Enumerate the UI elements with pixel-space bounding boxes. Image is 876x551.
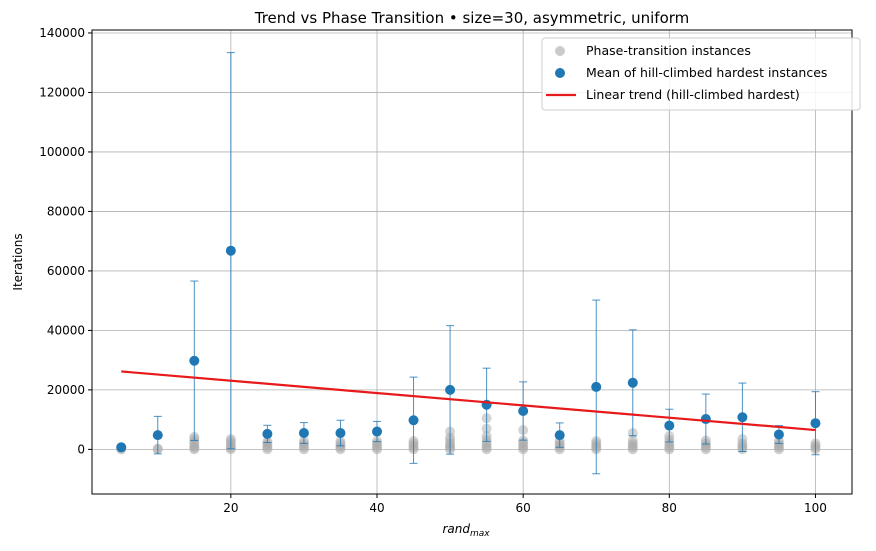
mean-point xyxy=(372,426,382,437)
mean-point xyxy=(554,430,565,441)
mean-point xyxy=(700,414,711,425)
mean-point xyxy=(737,412,748,423)
y-tick-label: 40000 xyxy=(47,323,85,337)
mean-point xyxy=(591,381,602,392)
trend-line xyxy=(121,370,816,432)
x-axis-label-subscript: max xyxy=(470,529,490,539)
x-tick-label: 40 xyxy=(369,501,384,515)
x-tick-label: 20 xyxy=(223,501,238,515)
mean-point xyxy=(189,355,200,366)
y-tick-label: 80000 xyxy=(47,204,85,218)
mean-point xyxy=(445,384,456,395)
phase-point xyxy=(627,435,638,446)
legend-label-trend: Linear trend (hill-climbed hardest) xyxy=(586,87,800,102)
legend-marker-phase xyxy=(555,46,565,56)
plot-frame xyxy=(91,29,853,495)
x-tick-label: 80 xyxy=(662,501,677,515)
mean-points xyxy=(116,245,821,453)
mean-point xyxy=(773,429,784,440)
x-axis-label-main: rand xyxy=(442,522,470,536)
legend-box xyxy=(541,37,861,111)
x-axis-label: randmax xyxy=(442,522,490,539)
axis-ticks: 20 40 60 80 100 0 20000 40000 60000 80000 100000 12… xyxy=(39,26,827,515)
x-tick-label: 60 xyxy=(516,501,531,515)
mean-point xyxy=(116,442,127,453)
y-tick-label: 20000 xyxy=(47,383,85,397)
mean-point xyxy=(152,430,163,441)
y-axis-label: Iterations xyxy=(11,233,25,290)
legend: Phase-transition instances Mean of hill-… xyxy=(541,37,861,111)
mean-point xyxy=(298,428,309,439)
mean-point xyxy=(627,377,638,388)
mean-point xyxy=(408,415,419,426)
y-tick-label: 140000 xyxy=(39,26,85,40)
x-tick-label: 100 xyxy=(804,501,827,515)
grid xyxy=(92,30,852,494)
y-tick-label: 0 xyxy=(77,442,85,456)
legend-marker-mean xyxy=(555,68,565,78)
chart-title: Trend vs Phase Transition • size=30, asy… xyxy=(254,9,690,27)
mean-point xyxy=(225,245,236,256)
mean-point xyxy=(262,428,273,439)
y-tick-label: 100000 xyxy=(39,145,85,159)
mean-point xyxy=(810,418,821,429)
legend-label-mean: Mean of hill-climbed hardest instances xyxy=(586,65,827,80)
y-tick-label: 60000 xyxy=(47,264,85,278)
y-tick-label: 120000 xyxy=(39,85,85,99)
mean-point xyxy=(664,420,675,431)
trend-line-segment xyxy=(121,370,816,432)
legend-label-phase: Phase-transition instances xyxy=(586,43,751,58)
mean-point xyxy=(518,406,529,417)
mean-point xyxy=(335,428,346,439)
